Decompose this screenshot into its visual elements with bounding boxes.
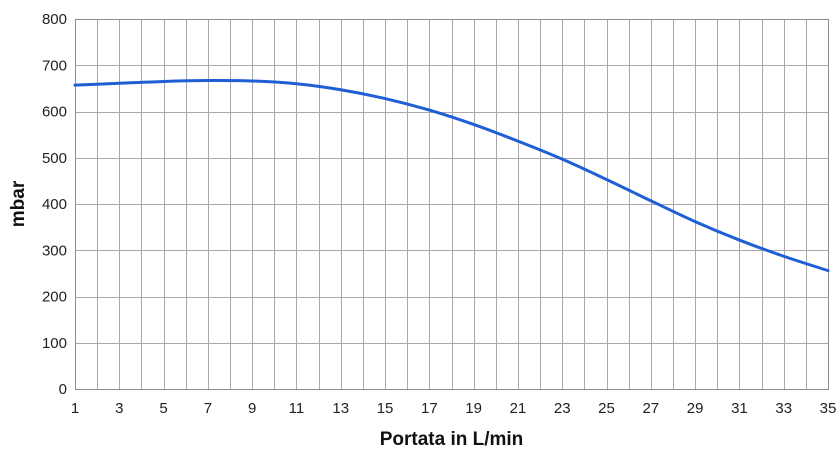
x-tick-label: 19 [465, 400, 482, 417]
y-tick-label: 400 [42, 196, 67, 213]
x-tick-label: 23 [554, 400, 571, 417]
plot-frame [75, 19, 829, 390]
y-tick-label: 500 [42, 150, 67, 167]
x-tick-label: 11 [289, 400, 305, 417]
x-tick-label: 27 [642, 400, 659, 417]
grid [75, 19, 829, 390]
x-tick-label: 21 [510, 400, 527, 417]
x-tick-label: 3 [115, 400, 123, 417]
x-tick-label: 9 [248, 400, 256, 417]
series-line [73, 78, 830, 273]
x-tick-label: 17 [421, 400, 438, 417]
series-lines [73, 78, 830, 273]
y-tick-label: 100 [42, 335, 67, 352]
x-tick-label: 1 [71, 400, 79, 417]
y-tick-label: 700 [42, 57, 67, 74]
y-tick-label: 200 [42, 289, 67, 306]
x-tick-label: 33 [775, 400, 792, 417]
x-tick-label: 5 [159, 400, 167, 417]
x-axis-title: Portata in L/min [380, 429, 524, 450]
y-tick-label: 300 [42, 242, 67, 259]
y-tick-label: 600 [42, 104, 67, 121]
x-tick-label: 15 [377, 400, 394, 417]
x-tick-label: 25 [598, 400, 615, 417]
y-tick-label: 0 [59, 381, 67, 398]
x-tick-label: 31 [731, 400, 748, 417]
y-tick-label: 800 [42, 11, 67, 28]
x-tick-label: 13 [332, 400, 349, 417]
y-axis-title: mbar [8, 180, 29, 227]
x-tick-label: 35 [820, 400, 836, 417]
x-tick-label: 29 [687, 400, 704, 417]
x-tick-label: 7 [204, 400, 212, 417]
